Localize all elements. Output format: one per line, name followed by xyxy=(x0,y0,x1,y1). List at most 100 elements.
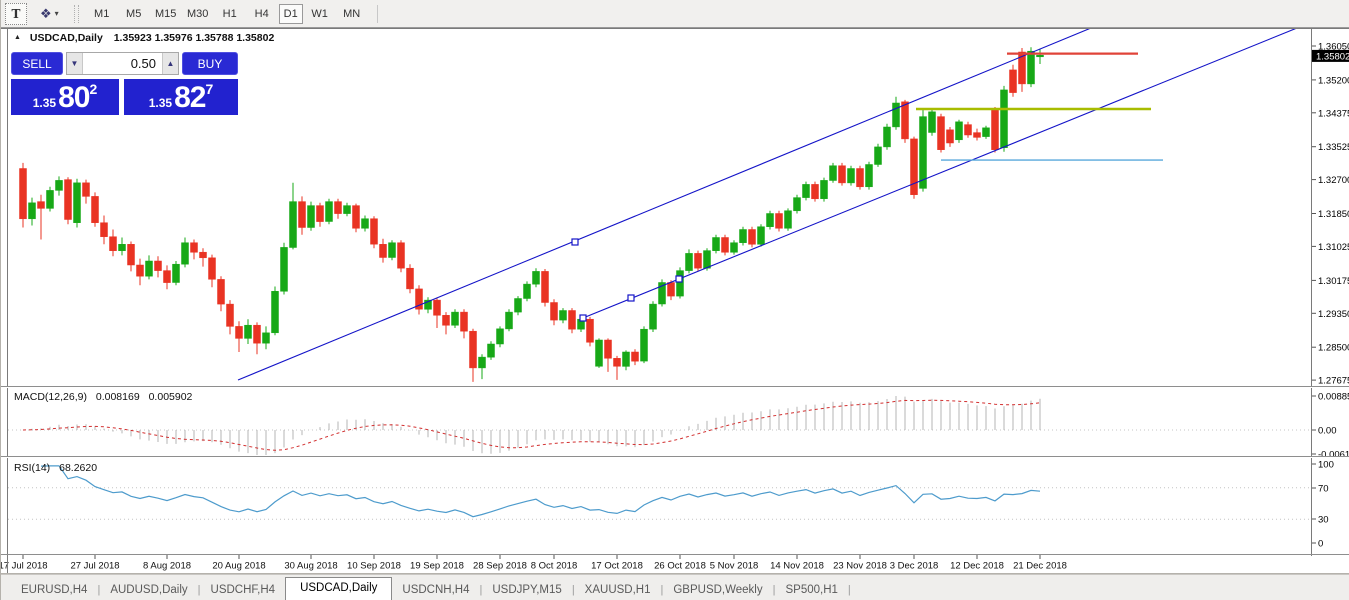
timeframe-button-d1[interactable]: D1 xyxy=(278,3,303,24)
candle xyxy=(55,176,63,196)
candle xyxy=(1036,48,1044,64)
chart-tab-usdjpy[interactable]: USDJPY,M15 xyxy=(492,584,562,596)
timeframe-button-m5[interactable]: M5 xyxy=(126,7,142,20)
timeframe-button-m30[interactable]: M30 xyxy=(186,7,209,20)
timeframe-button-w1[interactable]: W1 xyxy=(311,7,328,20)
candle xyxy=(262,326,270,350)
candle xyxy=(712,234,720,254)
sell-button[interactable]: SELL xyxy=(11,52,63,75)
timeframe-button-m1[interactable]: M1 xyxy=(94,7,110,20)
date-axis-label: 10 Sep 2018 xyxy=(347,561,401,572)
trendline-handle[interactable] xyxy=(627,294,635,302)
date-axis-label: 21 Dec 2018 xyxy=(1013,561,1067,572)
candle xyxy=(442,312,450,335)
rsi-axis-label: 100 xyxy=(1318,460,1334,471)
chevron-down-icon: ▼ xyxy=(70,59,79,68)
candle xyxy=(73,178,81,228)
candle xyxy=(469,328,477,382)
candle xyxy=(514,296,522,316)
volume-input[interactable] xyxy=(83,53,162,74)
volume-increase-button[interactable]: ▲ xyxy=(162,53,178,74)
candle xyxy=(154,256,162,278)
date-axis-label: 17 Oct 2018 xyxy=(591,561,643,572)
timeframe-button-mn[interactable]: MN xyxy=(343,7,361,20)
tab-separator: | xyxy=(479,584,483,596)
trendline-handle[interactable] xyxy=(675,275,683,283)
chart-objects-button[interactable]: ❖ ▾ xyxy=(37,4,62,24)
chart-tab-usdcnh[interactable]: USDCNH,H4 xyxy=(402,584,470,596)
candle xyxy=(559,308,567,324)
candle xyxy=(37,194,45,240)
trendline-handle[interactable] xyxy=(571,238,579,246)
chart-tab-usdcad[interactable]: USDCAD,Daily xyxy=(285,577,393,600)
candle xyxy=(478,354,486,380)
candle xyxy=(910,136,918,199)
buy-price-point: 7 xyxy=(205,81,214,97)
candle xyxy=(28,197,36,226)
date-axis-label: 3 Dec 2018 xyxy=(890,561,939,572)
chart-tab-xauusd[interactable]: XAUUSD,H1 xyxy=(584,584,651,596)
chart-tab-usdchf[interactable]: USDCHF,H4 xyxy=(210,584,276,596)
candle xyxy=(190,239,198,260)
candle xyxy=(271,286,279,336)
chart-tab-gbpusd[interactable]: GBPUSD,Weekly xyxy=(673,584,763,596)
date-axis-label: 20 Aug 2018 xyxy=(212,561,265,572)
candle xyxy=(586,316,594,347)
candle xyxy=(226,300,234,335)
buy-button[interactable]: BUY xyxy=(182,52,238,75)
candle xyxy=(604,338,612,372)
timeframe-button-h4[interactable]: H4 xyxy=(254,7,269,20)
candle xyxy=(82,179,90,204)
collapse-icon[interactable]: ▲ xyxy=(14,34,21,41)
candle xyxy=(550,299,558,326)
candle xyxy=(649,301,657,332)
candle xyxy=(19,162,27,228)
candle xyxy=(406,264,414,294)
candle xyxy=(829,162,837,183)
volume-decrease-button[interactable]: ▼ xyxy=(67,53,83,74)
channel-upper-trendline[interactable] xyxy=(237,28,1091,381)
candle xyxy=(739,226,747,246)
candle xyxy=(928,108,936,136)
buy-price-prefix: 1.35 xyxy=(148,96,173,110)
chart-tab-sp500[interactable]: SP500,H1 xyxy=(785,584,838,596)
candle xyxy=(343,202,351,217)
date-axis-label: 27 Jul 2018 xyxy=(70,561,119,572)
candle xyxy=(118,237,126,256)
timeframe-button-h1[interactable]: H1 xyxy=(222,7,237,20)
candle xyxy=(172,261,180,286)
candle xyxy=(298,196,306,235)
date-axis-label: 19 Sep 2018 xyxy=(410,561,464,572)
price-axis-label: 1.28500 xyxy=(1318,343,1349,354)
candle xyxy=(685,249,693,274)
candle xyxy=(838,162,846,186)
sell-price-quote[interactable]: 1.35 80 2 xyxy=(11,79,119,115)
date-axis-label: 26 Oct 2018 xyxy=(654,561,706,572)
candle xyxy=(361,215,369,232)
candle xyxy=(568,308,576,334)
channel-lower-trendline[interactable] xyxy=(582,28,1297,319)
candle xyxy=(217,276,225,312)
candle xyxy=(1009,64,1017,97)
candle xyxy=(964,121,972,138)
rsi-panel-splitter[interactable] xyxy=(1,456,1349,458)
date-axis-label: 28 Sep 2018 xyxy=(473,561,527,572)
svg-text:1.35802: 1.35802 xyxy=(1316,51,1349,62)
candle xyxy=(424,297,432,314)
text-tool-button[interactable]: T xyxy=(5,2,27,25)
chart-tab-eurusd[interactable]: EURUSD,H4 xyxy=(21,584,88,596)
macd-label: MACD(12,26,9) xyxy=(14,391,87,403)
chart-tab-audusd[interactable]: AUDUSD,Daily xyxy=(110,584,188,596)
candle xyxy=(874,143,882,167)
candle xyxy=(937,113,945,153)
chevron-up-icon: ▲ xyxy=(166,59,175,68)
trendline-handle[interactable] xyxy=(579,314,587,322)
timeframe-button-m15[interactable]: M15 xyxy=(154,7,177,20)
macd-panel-splitter[interactable] xyxy=(1,386,1349,388)
buy-price-quote[interactable]: 1.35 82 7 xyxy=(124,79,238,115)
price-axis-label: 1.36050 xyxy=(1318,42,1349,53)
chevron-down-icon: ▾ xyxy=(54,9,59,18)
tab-separator: | xyxy=(197,584,201,596)
date-axis-label: 30 Aug 2018 xyxy=(284,561,337,572)
